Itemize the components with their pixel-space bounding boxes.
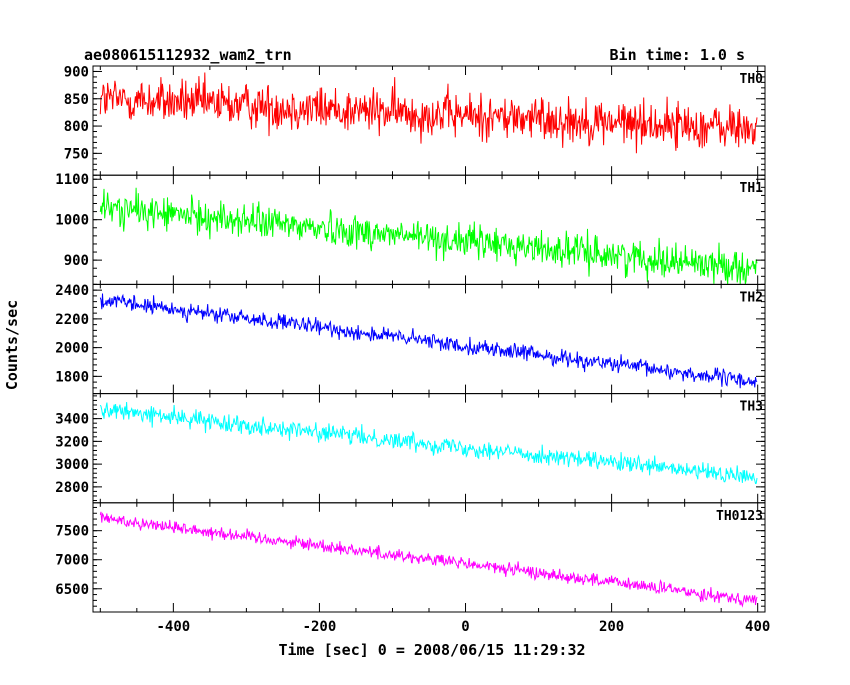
y-tick-label: 3400 [55,412,89,428]
panel-th1: 900 1000 1100 TH1 [55,172,766,285]
y-tick-label: 2000 [55,341,89,357]
y-tick-label: 3200 [55,434,89,450]
y-tick-label: 1100 [55,172,89,188]
y-tick-label: 2200 [55,312,89,328]
panel-th2: 1800 2000 2200 2400 TH2 [55,283,766,395]
y-tick-label: 850 [64,92,89,108]
panel-label-th3: TH3 [740,400,763,415]
panel-label-th0: TH0 [740,72,764,87]
y-tick-label: 7000 [55,553,89,569]
panel-frame [92,283,766,395]
panel-label-th0123: TH0123 [716,509,763,524]
x-tick-label: 200 [599,619,624,635]
series-line-th1 [99,187,758,285]
series-line-th2 [99,293,758,389]
panel-frame [92,393,766,504]
bin-time-label: Bin time: 1.0 s [610,46,745,64]
series-line-th3 [99,401,758,485]
x-tick-label: 400 [745,619,770,635]
panel-th0123: 6500 7000 7500 TH0123 [55,502,766,613]
y-tick-label: 3000 [55,457,89,473]
panel-th0: 750 800 850 900 TH0 [64,64,766,176]
chart-title: ae080615112932_wam2_trn [84,46,292,64]
x-axis-label: Time [sec] 0 = 2008/06/15 11:29:32 [278,641,585,659]
series-line-th0 [99,72,758,154]
y-tick-label: 7500 [55,524,89,540]
y-tick-label: 900 [64,64,89,80]
y-tick-label: 1000 [55,213,89,229]
y-tick-label: 900 [64,253,89,269]
y-tick-label: 800 [64,119,89,135]
y-tick-label: 750 [64,146,89,162]
y-tick-label: 1800 [55,369,89,385]
panel-label-th2: TH2 [740,290,763,305]
x-tick-label: 0 [461,619,469,635]
panel-label-th1: TH1 [740,181,764,196]
y-tick-label: 6500 [55,582,89,598]
panel-th3: 2800 3000 3200 3400 TH3 [55,393,766,504]
y-axis-label: Counts/sec [3,300,21,390]
x-tick-label: -400 [156,619,190,635]
series-line-th0123 [99,511,758,608]
x-tick-label: -200 [303,619,337,635]
y-tick-label: 2400 [55,283,89,299]
y-tick-label: 2800 [55,480,89,496]
